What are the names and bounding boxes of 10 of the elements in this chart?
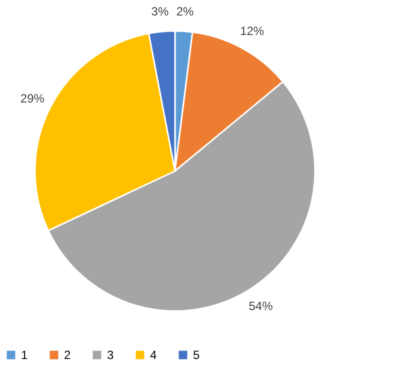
data-label: 2%	[176, 4, 194, 18]
legend-label: 4	[150, 348, 157, 362]
legend-label: 2	[64, 348, 71, 362]
legend-label: 5	[193, 348, 200, 362]
data-label: 3%	[151, 4, 169, 19]
data-label: 54%	[248, 299, 274, 314]
legend-label: 1	[21, 348, 28, 362]
data-label: 29%	[20, 91, 45, 106]
data-label: 12%	[240, 24, 264, 38]
legend-label: 3	[107, 348, 114, 362]
